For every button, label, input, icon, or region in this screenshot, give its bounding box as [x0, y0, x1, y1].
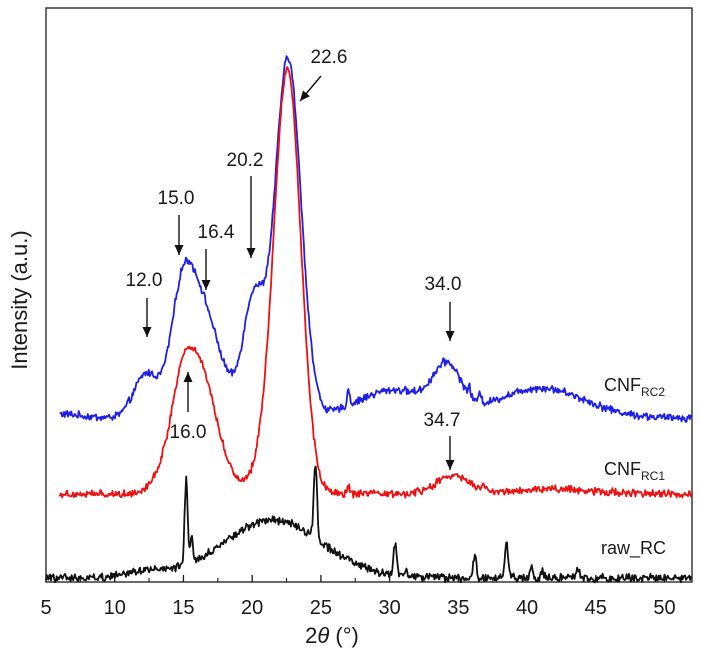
x-tick-label: 45: [585, 597, 607, 619]
plot-area: [45, 7, 693, 583]
peak-label: 16.4: [198, 222, 235, 243]
x-tick-label: 40: [516, 597, 538, 619]
plot-frame: [45, 7, 693, 583]
peak-arrow-head: [445, 460, 455, 470]
series-layer: [45, 55, 693, 584]
peak-annotation: 34.0: [425, 274, 462, 341]
series-line-raw-rc: [45, 465, 693, 584]
series-labels: CNFRC2 CNFRC1 raw_RC: [601, 375, 666, 559]
y-axis-title: Intensity (a.u.): [7, 230, 32, 369]
peak-label: 34.7: [424, 410, 461, 431]
peak-arrow-head: [183, 372, 193, 382]
series-label: raw_RC: [601, 538, 666, 559]
peak-annotation: 22.6: [299, 47, 348, 102]
peak-label: 15.0: [158, 188, 195, 209]
x-tick-label: 10: [104, 597, 126, 619]
x-axis-title: 2θ (°): [305, 623, 359, 648]
x-tick-label: 30: [378, 597, 400, 619]
x-tick-label: 35: [447, 597, 469, 619]
series-line-rc1: [58, 66, 693, 499]
x-tick-label: 15: [172, 597, 194, 619]
peak-annotation: 20.2: [227, 150, 264, 258]
annotation-layer: 12.0 15.016.4 20.2 22.6 34.0 16.0 34.7: [126, 47, 462, 470]
peak-label: 20.2: [227, 150, 264, 171]
series-label: CNFRC1: [604, 459, 665, 483]
series-line-rc2: [59, 55, 693, 423]
peak-arrow-head: [445, 331, 455, 341]
peak-arrow-head: [246, 248, 256, 258]
x-tick-label: 20: [241, 597, 263, 619]
peak-annotation: 12.0: [126, 270, 163, 337]
peak-arrow-head: [174, 245, 184, 255]
series-label: CNFRC2: [604, 375, 665, 399]
peak-label: 34.0: [425, 274, 462, 295]
peak-annotation: 16.4: [198, 222, 235, 290]
peak-annotation: 15.0: [158, 188, 195, 255]
peak-arrow-head: [142, 327, 152, 337]
x-tick-label: 5: [40, 597, 51, 619]
peak-arrow-head: [300, 90, 310, 101]
x-axis-ticks: 5 10 15 20 25 30 35 40 45 50: [40, 575, 676, 619]
x-tick-label: 50: [653, 597, 675, 619]
peak-annotation: 34.7: [424, 410, 461, 470]
peak-arrow-head: [201, 280, 211, 290]
peak-label: 16.0: [170, 422, 207, 443]
peak-label: 12.0: [126, 270, 163, 291]
peak-annotation: 16.0: [170, 372, 207, 443]
x-tick-label: 25: [310, 597, 332, 619]
peak-label: 22.6: [311, 47, 348, 68]
